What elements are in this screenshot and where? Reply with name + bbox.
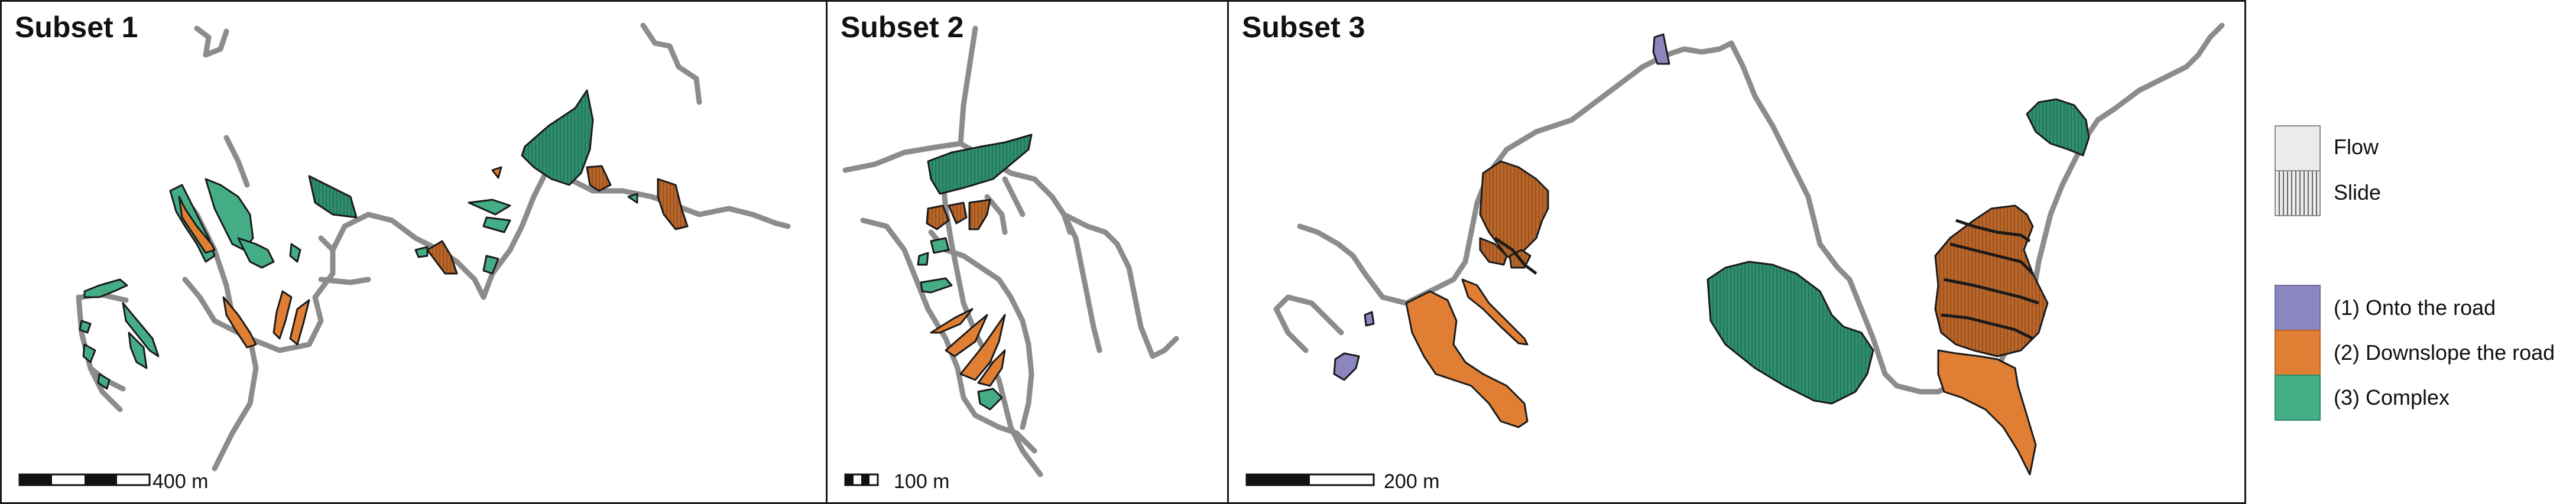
legend-swatch-downslope xyxy=(2275,330,2321,376)
legend-label-downslope: (2) Downslope the road xyxy=(2334,340,2555,365)
landslide-downslope-flow xyxy=(930,308,974,334)
landslide-complex-flow xyxy=(289,243,301,263)
scale-bar xyxy=(844,473,879,486)
landslide-polygons xyxy=(1333,33,2090,476)
landslide-downslope-slide xyxy=(968,199,991,230)
landslide-downslope-slide xyxy=(657,178,689,230)
scale-bar xyxy=(1245,473,1375,486)
landslide-downslope-flow xyxy=(1405,290,1529,428)
landslide-complex-flow xyxy=(83,278,128,298)
landslide-polygons xyxy=(917,134,1033,411)
landslide-onto-road-flow xyxy=(1652,33,1670,65)
legend-label-complex: (3) Complex xyxy=(2334,385,2450,409)
landslide-complex-flow xyxy=(920,277,953,294)
landslide-polygons xyxy=(79,89,689,390)
scale-bar-label: 400 m xyxy=(153,470,209,493)
road-network xyxy=(1273,22,2225,401)
landslide-downslope-flow xyxy=(1937,349,2037,476)
landslide-complex-flow xyxy=(482,255,499,275)
landslide-downslope-flow xyxy=(1461,278,1529,346)
landslide-downslope-flow xyxy=(491,166,502,179)
panel-title: Subset 1 xyxy=(15,11,138,44)
legend-swatch-complex xyxy=(2275,375,2321,421)
landslide-complex-flow xyxy=(237,237,275,269)
subset-2-map xyxy=(842,25,1179,486)
landslide-complex-flow xyxy=(1706,261,1874,405)
landslide-onto-road-flow xyxy=(1364,311,1375,327)
landslide-downslope-flow xyxy=(272,290,293,340)
landslide-complex-slide xyxy=(521,89,594,186)
landslide-downslope-slide xyxy=(1479,160,1549,263)
landslide-complex-flow xyxy=(930,237,950,254)
landslide-complex-flow xyxy=(97,373,111,390)
map-panel-subset-1: Subset 1 xyxy=(0,0,828,504)
landslide-complex-flow xyxy=(917,252,929,266)
map-panel-subset-2: Subset 2 xyxy=(826,0,1229,504)
landslide-downslope-slide xyxy=(948,201,968,225)
scale-bar-label: 200 m xyxy=(1384,470,1440,493)
subset-1-map xyxy=(18,22,791,486)
landslide-complex-flow xyxy=(122,302,160,357)
landslide-complex-slide xyxy=(927,134,1033,195)
road-network xyxy=(76,22,791,472)
subset-3-map xyxy=(1245,22,2225,486)
landslide-complex-flow xyxy=(308,175,358,219)
panel-title: Subset 2 xyxy=(841,11,964,44)
landslide-downslope-flow xyxy=(222,296,257,349)
landslide-complex-flow xyxy=(79,320,92,334)
landslide-complex-flow xyxy=(82,343,96,363)
panel-title: Subset 3 xyxy=(1242,11,1365,44)
slide-scarps xyxy=(1494,219,2039,340)
map-panel-subset-3: Subset 3 xyxy=(1227,0,2246,504)
landslide-downslope-slide xyxy=(926,204,950,230)
legend-swatch-onto-road xyxy=(2275,285,2321,331)
landslide-downslope-slide xyxy=(586,165,612,192)
road-network xyxy=(842,25,1179,477)
legend-label-slide: Slide xyxy=(2334,180,2382,204)
legend-swatch-flow xyxy=(2275,125,2321,171)
landslide-complex-flow xyxy=(468,199,511,216)
landslide-complex-flow xyxy=(482,216,511,233)
landslide-complex-slide xyxy=(2026,98,2090,157)
landslide-downslope-slide xyxy=(1479,237,1508,266)
legend-swatch-slide xyxy=(2275,170,2321,216)
legend-label-flow: Flow xyxy=(2334,135,2379,159)
landslide-downslope-flow xyxy=(289,299,310,346)
landslide-downslope-flow xyxy=(945,314,988,357)
landslide-complex-flow xyxy=(977,388,1003,411)
legend-label-onto-road: (1) Onto the road xyxy=(2334,295,2496,320)
landslide-downslope-flow xyxy=(959,314,1006,381)
landslide-downslope-flow xyxy=(178,196,216,254)
scale-bar-label: 100 m xyxy=(894,470,950,493)
landslide-complex-flow xyxy=(414,246,429,258)
landslide-downslope-flow xyxy=(977,349,1006,387)
landslide-downslope-slide xyxy=(426,240,458,275)
landslide-complex-flow xyxy=(205,178,254,251)
landslide-onto-road-flow xyxy=(1333,352,1360,381)
landslide-complex-flow xyxy=(627,193,638,204)
landslide-complex-flow xyxy=(128,331,148,369)
scale-bar xyxy=(18,473,151,486)
